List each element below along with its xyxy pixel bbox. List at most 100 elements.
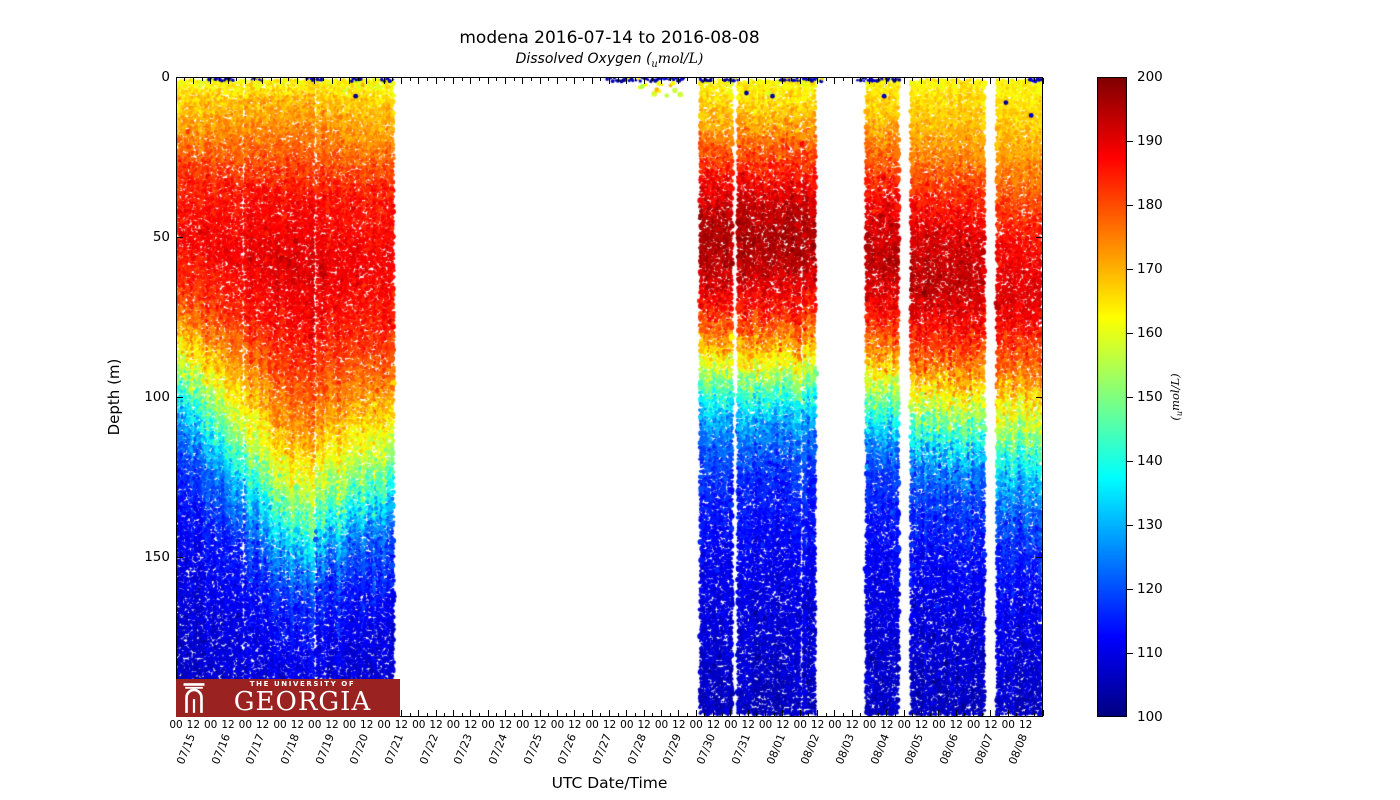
uga-arch-icon	[183, 683, 205, 713]
x-major-tick	[366, 78, 368, 84]
y-tick	[177, 396, 183, 398]
x-hour-label: 00	[377, 719, 391, 731]
x-major-tick	[678, 78, 680, 84]
colorbar-tick	[1127, 652, 1133, 654]
x-major-tick	[539, 710, 541, 716]
x-hour-label: 12	[602, 719, 617, 731]
x-hour-label: 00	[412, 719, 426, 731]
y-tick	[1036, 556, 1042, 558]
x-minor-tick	[600, 78, 602, 81]
x-major-tick	[348, 78, 350, 84]
x-minor-tick	[1033, 78, 1035, 81]
x-major-tick	[574, 78, 576, 84]
x-major-tick	[713, 710, 715, 716]
y-tick-label: 150	[144, 549, 170, 565]
colorbar-tick-label: 170	[1137, 261, 1163, 277]
x-hour-label: 12	[325, 719, 339, 731]
x-minor-tick	[999, 713, 1001, 716]
x-major-tick	[973, 78, 975, 84]
x-major-tick	[851, 78, 853, 84]
x-major-tick	[435, 78, 437, 84]
x-hour-label: 12	[186, 719, 201, 731]
x-hour-label: 00	[585, 719, 599, 731]
colorbar-tick-label: 110	[1137, 645, 1163, 661]
x-major-tick	[695, 78, 697, 84]
x-major-tick	[452, 78, 454, 84]
colorbar-tick	[1127, 204, 1133, 206]
x-major-tick	[626, 78, 628, 84]
colorbar-tick-label: 150	[1137, 389, 1163, 405]
x-hour-label: 12	[845, 719, 859, 731]
x-minor-tick	[478, 713, 480, 716]
x-minor-tick	[444, 713, 446, 716]
y-tick	[177, 76, 183, 78]
x-major-tick	[747, 710, 749, 716]
x-minor-tick	[635, 713, 636, 716]
x-minor-tick	[739, 713, 741, 716]
plot-subtitle: Dissolved Oxygen (umol/L)	[176, 51, 1043, 70]
x-minor-tick	[357, 78, 359, 81]
x-minor-tick	[860, 713, 862, 716]
x-hour-label: 00	[481, 719, 495, 731]
colorbar-tick-label: 190	[1137, 133, 1163, 149]
x-hour-label: 12	[290, 719, 305, 731]
x-minor-tick	[548, 78, 550, 81]
x-minor-tick	[565, 78, 567, 81]
x-major-tick	[1025, 710, 1027, 716]
x-minor-tick	[964, 78, 966, 81]
x-major-tick	[834, 710, 836, 716]
x-minor-tick	[478, 78, 480, 81]
x-major-tick	[504, 78, 506, 84]
x-minor-tick	[617, 78, 619, 81]
x-minor-tick	[929, 713, 931, 716]
x-major-tick	[556, 78, 558, 84]
x-minor-tick	[530, 78, 532, 81]
x-hour-label: 00	[897, 719, 911, 731]
x-minor-tick	[791, 713, 793, 716]
x-hour-label: 12	[464, 719, 478, 731]
x-minor-tick	[201, 78, 203, 81]
x-minor-tick	[635, 78, 636, 81]
x-major-tick	[938, 710, 940, 716]
x-hour-label: 12	[221, 719, 235, 731]
x-major-tick	[609, 710, 610, 716]
x-hour-label: 12	[949, 719, 963, 731]
x-hour-label: 12	[568, 719, 582, 731]
x-minor-tick	[929, 78, 931, 81]
subtitle-unit-sub: u	[651, 58, 658, 70]
x-major-tick	[765, 78, 767, 84]
x-major-tick	[938, 78, 940, 84]
x-major-tick	[244, 78, 246, 84]
x-hour-label: 12	[429, 719, 443, 731]
x-hour-label: 12	[637, 719, 651, 731]
x-hour-label: 12	[256, 719, 270, 731]
x-hour-label: 00	[828, 719, 842, 731]
y-tick	[1036, 76, 1042, 78]
x-minor-tick	[548, 713, 550, 716]
x-major-tick	[817, 78, 819, 84]
x-major-tick	[713, 78, 715, 84]
x-hour-label: 12	[706, 719, 721, 731]
x-major-tick	[973, 710, 975, 716]
uga-logo-text: THE UNIVERSITY OF GEORGIA	[205, 681, 400, 716]
x-major-tick	[799, 78, 801, 84]
y-tick	[177, 556, 183, 558]
x-major-tick	[886, 710, 888, 716]
x-minor-tick	[426, 713, 428, 716]
x-hour-label: 00	[620, 719, 634, 731]
x-hour-label: 00	[446, 719, 461, 731]
scatter-plot-canvas	[176, 77, 1043, 717]
x-minor-tick	[791, 78, 793, 81]
x-major-tick	[487, 710, 489, 716]
x-major-tick	[903, 78, 905, 84]
x-hour-label: 00	[550, 719, 565, 731]
x-minor-tick	[808, 713, 810, 716]
x-major-tick	[175, 78, 177, 84]
x-minor-tick	[582, 78, 584, 81]
x-hour-label: 12	[672, 719, 686, 731]
x-minor-tick	[687, 78, 689, 81]
x-minor-tick	[964, 713, 966, 716]
x-major-tick	[869, 710, 871, 716]
colorbar-tick	[1127, 396, 1133, 398]
